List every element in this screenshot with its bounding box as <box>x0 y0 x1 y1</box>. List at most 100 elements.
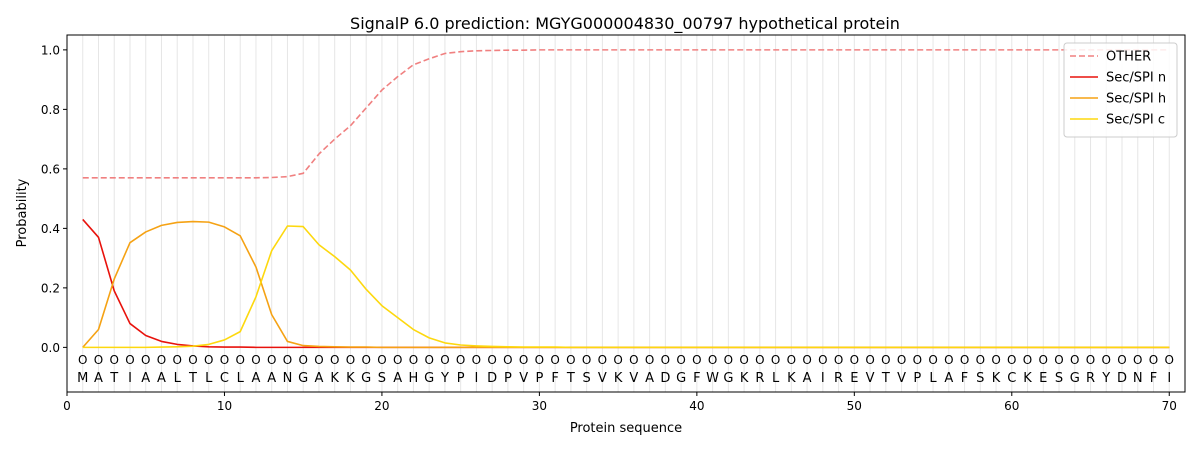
sequence-labels: OMOAOTOIOAOAOLOTOLOCOLOAOAONOGOAOKOKOGOS… <box>77 353 1174 386</box>
residue-label: F <box>551 371 558 386</box>
y-tick-label: 0.8 <box>41 103 60 117</box>
predicted-label: O <box>535 353 544 367</box>
residue-label: G <box>424 371 434 386</box>
predicted-label: O <box>298 353 307 367</box>
predicted-label: O <box>550 353 559 367</box>
residue-label: M <box>77 371 88 386</box>
legend-label: Sec/SPI n <box>1106 71 1166 86</box>
predicted-label: O <box>724 353 733 367</box>
residue-label: W <box>706 371 719 386</box>
predicted-label: O <box>1165 353 1174 367</box>
x-tick-label: 30 <box>532 399 547 413</box>
y-tick-label: 1.0 <box>41 43 60 57</box>
predicted-label: O <box>708 353 717 367</box>
residue-label: Y <box>440 371 449 386</box>
plot-area: OMOAOTOIOAOAOLOTOLOCOLOAOAONOGOAOKOKOGOS… <box>66 34 1186 393</box>
legend-box <box>1063 42 1178 138</box>
predicted-label: O <box>503 353 512 367</box>
residue-label: A <box>803 371 812 386</box>
x-axis-ticks: 0 10 20 30 40 50 60 70 <box>63 392 1177 413</box>
residue-label: A <box>267 371 276 386</box>
predicted-label: O <box>881 353 890 367</box>
residue-label: R <box>755 371 764 386</box>
residue-label: G <box>361 371 371 386</box>
x-tick-label: 60 <box>1004 399 1019 413</box>
residue-label: S <box>378 371 386 386</box>
residue-label: I <box>1167 371 1171 386</box>
residue-label: T <box>881 371 890 386</box>
residue-label: K <box>787 371 796 386</box>
predicted-label: O <box>818 353 827 367</box>
y-axis-label: Probability <box>15 178 30 247</box>
predicted-label: O <box>94 353 103 367</box>
predicted-label: O <box>1086 353 1095 367</box>
predicted-label: O <box>314 353 323 367</box>
residue-label: V <box>519 371 528 386</box>
residue-label: L <box>772 371 780 386</box>
predicted-label: O <box>755 353 764 367</box>
y-tick-label: 0.0 <box>41 341 60 355</box>
residue-label: E <box>850 371 858 386</box>
predicted-label: O <box>424 353 433 367</box>
predicted-label: O <box>1117 353 1126 367</box>
x-tick-label: 10 <box>217 399 232 413</box>
predicted-label: O <box>1054 353 1063 367</box>
residue-label: G <box>1070 371 1080 386</box>
legend-label: Sec/SPI c <box>1106 113 1165 128</box>
predicted-label: O <box>960 353 969 367</box>
y-tick-label: 0.4 <box>41 222 60 236</box>
residue-label: S <box>583 371 591 386</box>
residue-label: L <box>205 371 213 386</box>
predicted-label: O <box>944 353 953 367</box>
predicted-label: O <box>897 353 906 367</box>
predicted-label: O <box>78 353 87 367</box>
predicted-label: O <box>582 353 591 367</box>
predicted-label: O <box>361 353 370 367</box>
predicted-label: O <box>1070 353 1079 367</box>
predicted-label: O <box>1023 353 1032 367</box>
x-tick-label: 20 <box>374 399 389 413</box>
predicted-label: O <box>676 353 685 367</box>
series-line-0 <box>82 49 1170 179</box>
predicted-label: O <box>771 353 780 367</box>
predicted-label: O <box>739 353 748 367</box>
residue-label: I <box>128 371 132 386</box>
predicted-label: O <box>1102 353 1111 367</box>
residue-label: A <box>944 371 953 386</box>
predicted-label: O <box>487 353 496 367</box>
predicted-label: O <box>629 353 638 367</box>
residue-label: C <box>1007 371 1016 386</box>
residue-label: P <box>457 371 465 386</box>
residue-label: D <box>487 371 497 386</box>
residue-label: R <box>1086 371 1095 386</box>
predicted-label: O <box>157 353 166 367</box>
x-tick-label: 50 <box>847 399 862 413</box>
residue-label: L <box>174 371 182 386</box>
predicted-label: O <box>991 353 1000 367</box>
predicted-label: O <box>850 353 859 367</box>
residue-label: L <box>237 371 245 386</box>
predicted-label: O <box>519 353 528 367</box>
y-axis-ticks: 0.0 0.2 0.4 0.6 0.8 1.0 <box>41 43 67 355</box>
residue-label: P <box>504 371 512 386</box>
predicted-label: O <box>865 353 874 367</box>
residue-label: V <box>598 371 607 386</box>
residue-label: A <box>252 371 261 386</box>
residue-label: G <box>676 371 686 386</box>
predicted-label: O <box>393 353 402 367</box>
predicted-label: O <box>283 353 292 367</box>
y-tick-label: 0.6 <box>41 162 60 176</box>
predicted-label: O <box>692 353 701 367</box>
residue-label: A <box>645 371 654 386</box>
predicted-label: O <box>1039 353 1048 367</box>
predicted-label: O <box>913 353 922 367</box>
legend-label: OTHER <box>1106 50 1151 65</box>
predicted-label: O <box>598 353 607 367</box>
x-tick-label: 0 <box>63 399 71 413</box>
residue-label: N <box>1133 371 1143 386</box>
residue-label: K <box>330 371 339 386</box>
predicted-label: O <box>472 353 481 367</box>
predicted-label: O <box>330 353 339 367</box>
chart-title: SignalP 6.0 prediction: MGYG000004830_00… <box>350 14 900 34</box>
